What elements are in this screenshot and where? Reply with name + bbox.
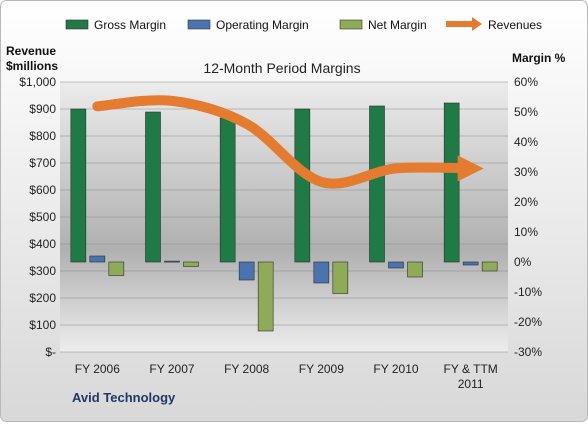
operating-margin-legend-swatch: [187, 19, 211, 30]
gross-margin-bar: [145, 111, 161, 263]
revenue-line: [92, 95, 484, 189]
operating-margin-bar: [164, 260, 180, 263]
gross-margin-bar: [219, 117, 236, 263]
legend: Gross Margin Operating Margin Net Margin Re…: [65, 17, 542, 32]
right-tick-label: 20%: [514, 195, 538, 209]
operating-margin-legend-label: Operating Margin: [216, 18, 309, 32]
left-tick-label: $700: [29, 156, 56, 170]
left-tick-label: $900: [29, 102, 56, 116]
net-margin-bar: [108, 261, 125, 276]
category-label: FY & TTM: [444, 362, 498, 376]
operating-margin-bar: [238, 261, 255, 281]
left-tick-label: $600: [29, 183, 56, 197]
left-axis-label-line1: Revenue: [6, 44, 56, 58]
left-tick-label: $100: [29, 318, 56, 332]
category-label: FY 2006: [75, 362, 120, 376]
gross-margin-bar: [70, 108, 87, 263]
net-margin-bar: [407, 261, 423, 278]
net-margin-bar: [257, 261, 274, 332]
category-label: 2011: [458, 377, 484, 391]
operating-margin-bar: [388, 261, 404, 269]
right-tick-label: 30%: [514, 165, 538, 179]
right-tick-label: 40%: [514, 135, 538, 149]
left-tick-label: $-: [45, 345, 56, 359]
gross-margin-legend-swatch: [65, 19, 89, 30]
left-axis-label-line2: $millions: [6, 59, 58, 73]
left-tick-label: $200: [29, 291, 56, 305]
axes: $- $100 $200 $300 $400 $500 $600 $700 $800 $900 $1…: [19, 75, 542, 391]
company-name: Avid Technology: [72, 390, 176, 405]
right-axis-label: Margin %: [512, 51, 566, 65]
category-label: FY 2008: [224, 362, 269, 376]
revenue-line-group: [92, 95, 484, 189]
right-tick-label: -20%: [514, 315, 542, 329]
left-tick-label: $400: [29, 237, 56, 251]
right-tick-label: 60%: [514, 75, 538, 89]
gross-margin-legend-label: Gross Margin: [94, 18, 166, 32]
bars: [70, 102, 498, 332]
left-tick-label: $1,000: [19, 75, 56, 89]
right-tick-label: -10%: [514, 285, 542, 299]
right-tick-label: 10%: [514, 225, 538, 239]
category-label: FY 2010: [373, 362, 418, 376]
chart-title: 12-Month Period Margins: [203, 60, 360, 76]
gross-margin-bar: [443, 102, 460, 263]
left-tick-label: $500: [29, 210, 56, 224]
category-label: FY 2009: [299, 362, 344, 376]
left-tick-label: $800: [29, 129, 56, 143]
net-margin-bar: [481, 261, 498, 272]
left-tick-label: $300: [29, 264, 56, 278]
net-margin-bar: [183, 261, 199, 267]
right-tick-label: 0%: [514, 255, 532, 269]
operating-margin-bar: [89, 255, 106, 263]
category-label: FY 2007: [149, 362, 194, 376]
revenues-legend-arrow: [472, 17, 482, 31]
right-tick-label: -30%: [514, 345, 542, 359]
right-tick-label: 50%: [514, 105, 538, 119]
gross-margin-bar: [369, 105, 385, 263]
operating-margin-bar: [313, 261, 330, 284]
net-margin-bar: [332, 261, 349, 294]
net-margin-legend-label: Net Margin: [368, 18, 427, 32]
gross-margin-bar: [294, 108, 311, 263]
operating-margin-bar: [462, 261, 479, 266]
net-margin-legend-swatch: [339, 19, 363, 30]
revenues-legend-label: Revenues: [488, 18, 542, 32]
